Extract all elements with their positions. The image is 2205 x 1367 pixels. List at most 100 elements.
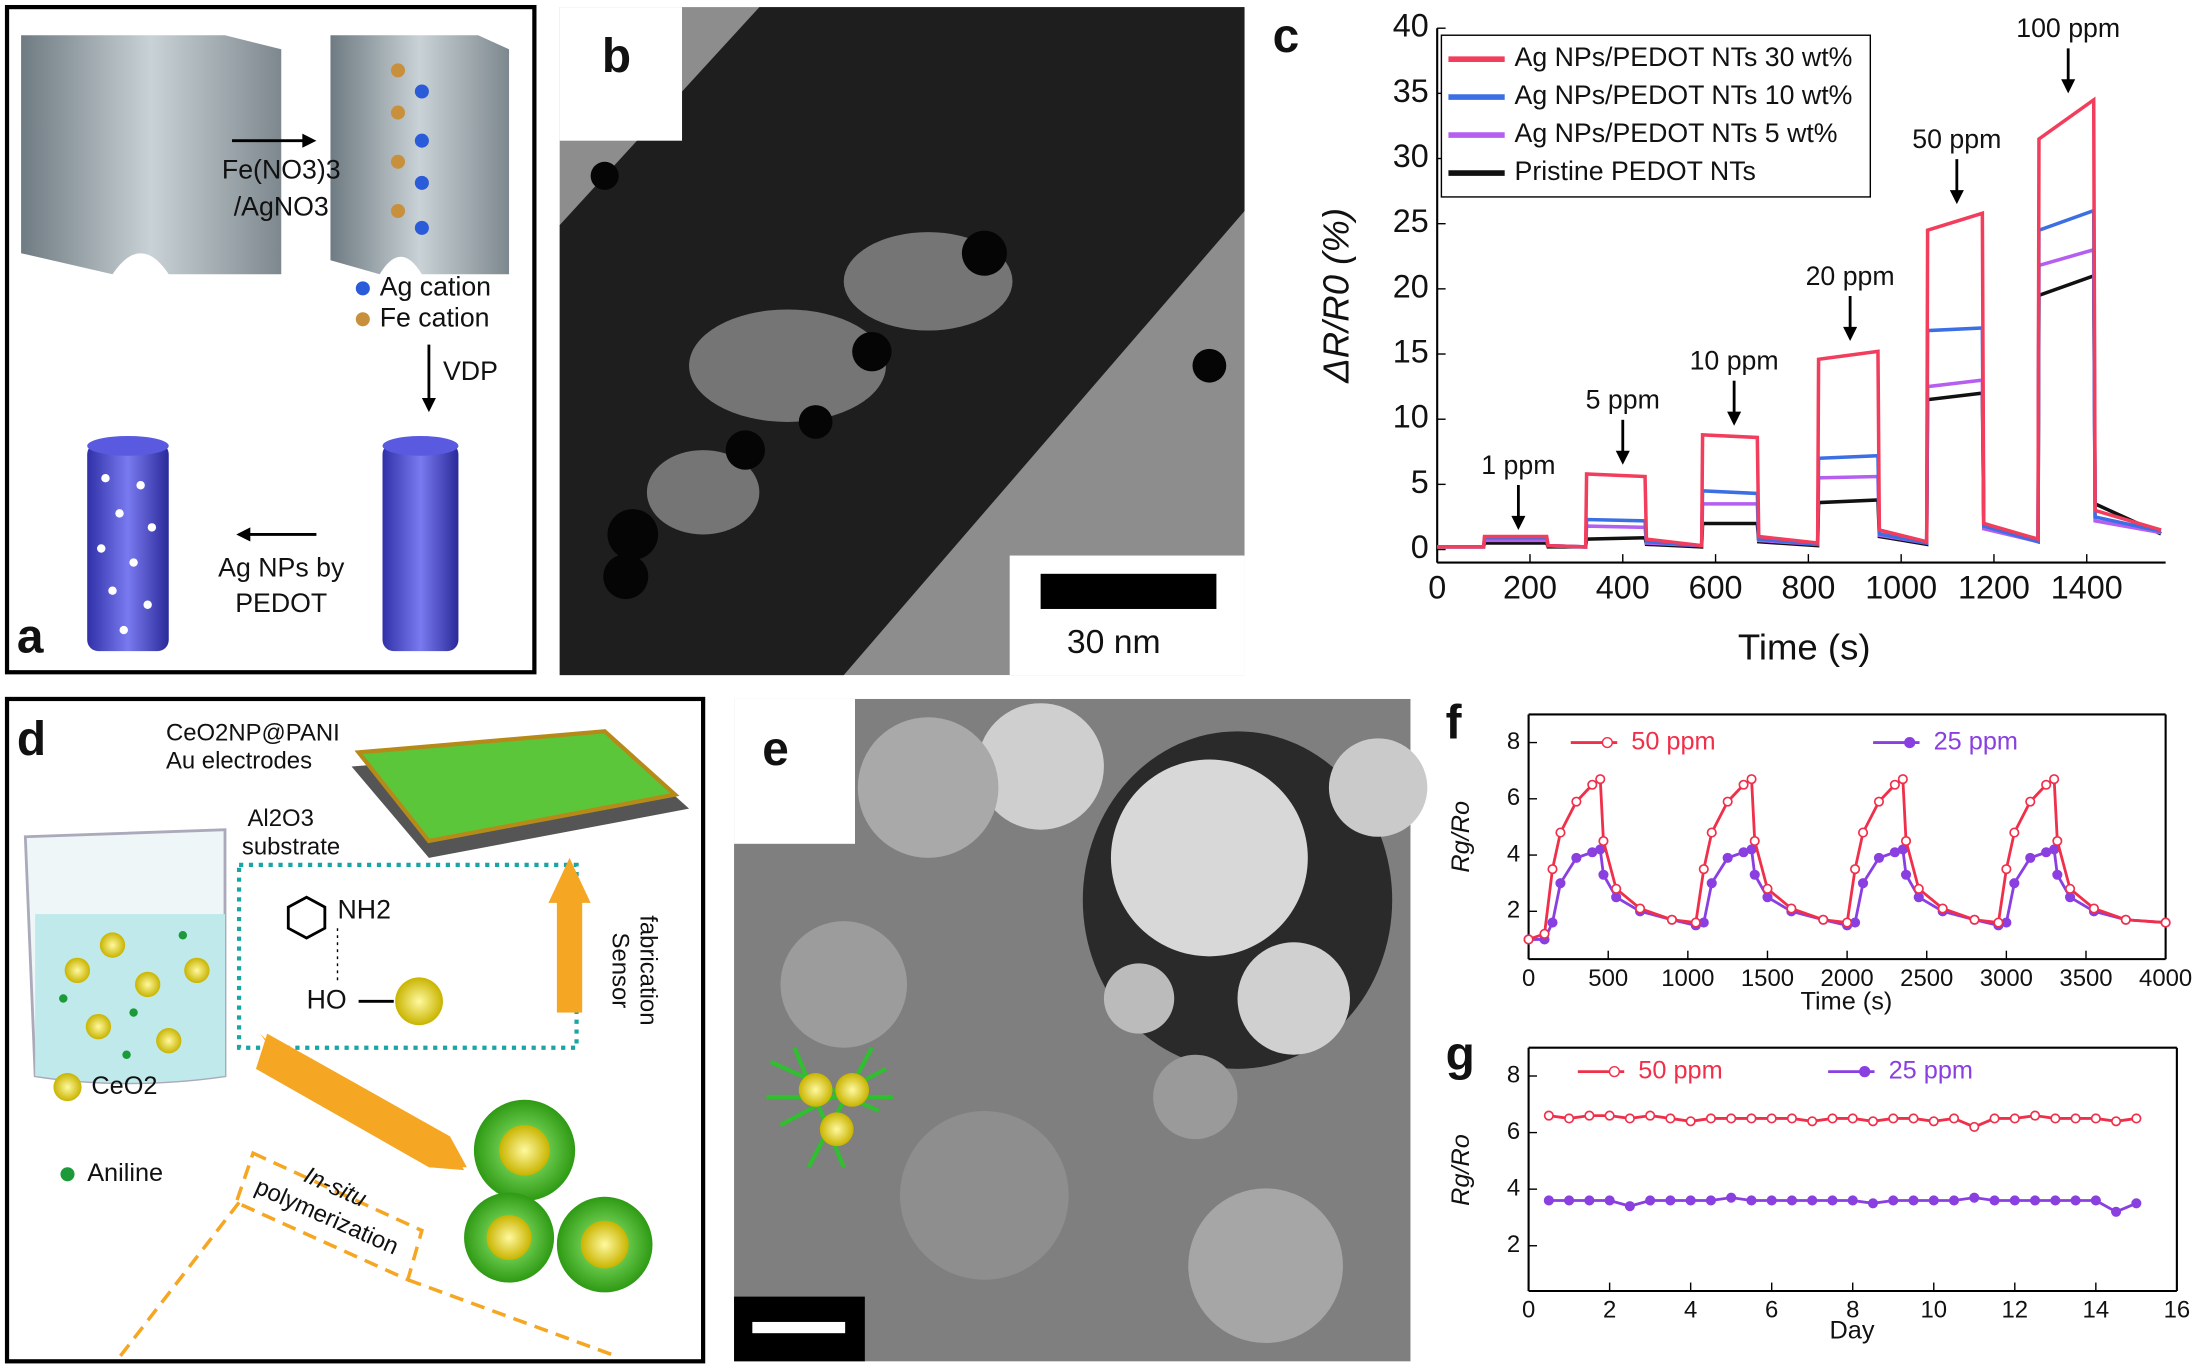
fe-cation-icon (355, 312, 370, 327)
scale-bar (1040, 573, 1217, 609)
x-tick-label: 500 (1588, 965, 1628, 992)
data-point (1928, 1195, 1939, 1206)
data-point (1900, 835, 1912, 847)
data-point (1807, 1116, 1818, 1127)
data-point (1948, 1195, 1960, 1206)
data-point (1547, 917, 1558, 928)
y-axis-label: Rg/Ro (1447, 801, 1475, 873)
x-tick-label: 1200 (1958, 570, 2030, 606)
data-point (1665, 1113, 1676, 1124)
data-point (2131, 1113, 2142, 1124)
x-tick-label: 1400 (2051, 570, 2123, 606)
cations (390, 63, 429, 235)
data-point (2065, 883, 2076, 894)
data-point (1908, 1113, 1919, 1124)
legend-text: Ag NPs/PEDOT NTs 10 wt% (1515, 80, 1853, 110)
series-line (1548, 1196, 2137, 1214)
reagent: Fe(NO3)3 (222, 155, 341, 185)
data-point (1913, 892, 1924, 903)
annotation: 5 ppm (1586, 385, 1660, 415)
x-tick-label: 4 (1684, 1297, 1697, 1324)
data-point (1595, 844, 1606, 855)
data-point (1555, 827, 1566, 838)
scale-bar (752, 1321, 846, 1334)
ag-pedot-nanotube (87, 443, 169, 652)
y-tick-label: 40 (1393, 8, 1429, 44)
data-point (1888, 1195, 1899, 1206)
tube-top (87, 436, 169, 456)
data-point (1762, 883, 1773, 894)
panel-label: d (17, 713, 46, 766)
data-point (1624, 1201, 1635, 1212)
data-point (1665, 1195, 1676, 1206)
data-point (2111, 1116, 2122, 1127)
data-point (1706, 878, 1717, 889)
data-point (1604, 1110, 1615, 1121)
data-point (1786, 1113, 1798, 1124)
data-point (2052, 835, 2063, 847)
annotation: 50 ppm (1912, 124, 2001, 154)
data-point (1611, 883, 1622, 894)
data-point (1685, 1116, 1696, 1127)
legend-text: Pristine PEDOT NTs (1515, 156, 1756, 186)
data-point (1749, 835, 1760, 847)
hydroxyl-label: HO (307, 984, 347, 1014)
annotation-arrow-head (1727, 411, 1742, 426)
data-point (1722, 796, 1733, 807)
data-point (1547, 864, 1558, 875)
legend-text: 25 ppm (1934, 727, 2018, 755)
data-point (2009, 827, 2020, 838)
data-point (1598, 835, 1609, 847)
legend-text: CeO2 (91, 1072, 157, 1100)
data-point (1746, 1113, 1757, 1124)
panel-label: e (762, 723, 789, 776)
data-point (1766, 1113, 1777, 1124)
annotation-arrow-head (2061, 79, 2076, 94)
x-tick-label: 800 (1781, 570, 1835, 606)
dashed-line (407, 1278, 620, 1359)
annotation: 10 ppm (1690, 345, 1779, 375)
x-tick-label: 400 (1596, 570, 1650, 606)
pedot-nanotube (382, 443, 459, 652)
data-point (1827, 1113, 1838, 1124)
data-point (1969, 1192, 1980, 1203)
data-point (1749, 869, 1760, 880)
product-label: Ag NPs by (218, 553, 345, 583)
substrate-label: substrate (242, 833, 340, 860)
x-tick-label: 2 (1603, 1297, 1616, 1324)
tem-texture (646, 232, 1013, 535)
data-point (2111, 1206, 2122, 1217)
x-tick-label: 1000 (1661, 965, 1714, 992)
step-label: VDP (443, 356, 498, 386)
y-tick-label: 8 (1507, 1061, 1520, 1088)
data-point (2120, 914, 2131, 925)
data-point (1604, 1195, 1615, 1206)
data-point (2041, 779, 2052, 790)
data-point (1842, 917, 1853, 928)
data-point (1818, 914, 1829, 925)
data-point (1564, 1113, 1575, 1124)
series-line (1437, 247, 2162, 549)
x-axis-label: Time (s) (1738, 626, 1871, 667)
panel-label: b (602, 30, 631, 83)
data-point (1786, 1195, 1798, 1206)
ceo2-icon (53, 1073, 82, 1102)
panel-label: g (1446, 1028, 1475, 1081)
x-tick-label: 3000 (1980, 965, 2033, 992)
annotation: 1 ppm (1481, 450, 1555, 480)
data-point (1705, 1195, 1716, 1206)
y-tick-label: 5 (1411, 464, 1429, 500)
data-point (1587, 779, 1598, 790)
y-tick-label: 6 (1507, 784, 1520, 811)
product-label: PEDOT (235, 588, 327, 618)
data-point (1989, 1195, 2000, 1206)
ceo2-particles (59, 931, 210, 1059)
ag-cation-icon (355, 281, 370, 296)
ceo2-sphere (395, 977, 443, 1026)
data-point (1913, 883, 1924, 894)
data-point (1937, 903, 1948, 914)
legend-text: 50 ppm (1631, 727, 1715, 755)
template-block (21, 35, 282, 275)
data-point (1726, 1113, 1737, 1124)
